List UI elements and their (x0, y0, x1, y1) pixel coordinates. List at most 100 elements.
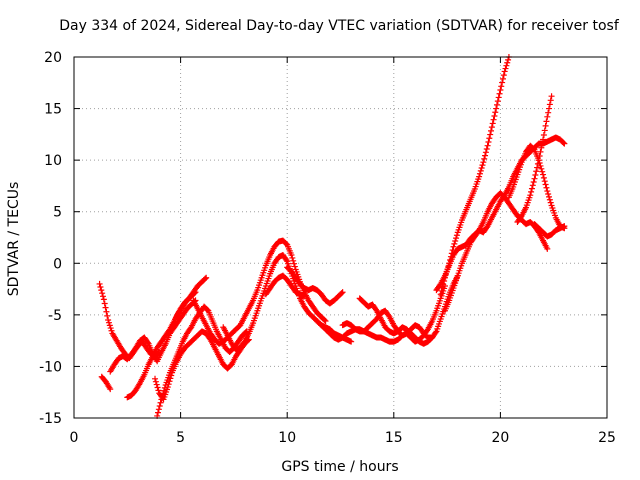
data-point (157, 399, 164, 406)
data-point (283, 256, 290, 263)
data-point (155, 409, 162, 416)
data-point (504, 59, 511, 66)
data-point (96, 280, 103, 287)
axis-ticks: 0 5 10 15 20 25 -15 -10 -5 0 5 10 15 20 (39, 50, 616, 446)
data-point (451, 240, 458, 247)
data-point (450, 243, 457, 250)
data-point (527, 192, 534, 199)
data-point (544, 245, 551, 252)
data-point (543, 118, 550, 125)
data-point (155, 387, 162, 394)
data-point (348, 338, 355, 345)
x-tick-label: 20 (491, 430, 509, 446)
data-point (495, 94, 502, 101)
data-point (544, 188, 551, 195)
data-point (505, 56, 512, 63)
data-point (534, 160, 541, 167)
data-point (106, 322, 113, 329)
data-point (153, 381, 160, 388)
data-point (540, 174, 547, 181)
data-point (103, 308, 110, 315)
data-point (438, 287, 445, 294)
data-point (338, 289, 345, 296)
data-point (542, 122, 549, 129)
data-point (484, 142, 491, 149)
data-point (156, 403, 163, 410)
data-point (487, 131, 494, 138)
data-point (99, 293, 106, 300)
data-point (545, 109, 552, 116)
series-arc-12 (314, 282, 448, 345)
data-point (98, 287, 105, 294)
data-point (539, 168, 546, 175)
data-point (490, 116, 497, 123)
data-point (453, 235, 460, 242)
data-point (165, 381, 172, 388)
x-tick-label: 25 (598, 430, 616, 446)
data-point (499, 79, 506, 86)
data-point (476, 170, 483, 177)
data-point (167, 375, 174, 382)
data-point (499, 75, 506, 82)
data-point (530, 179, 537, 186)
data-point (291, 260, 298, 267)
data-point (289, 254, 296, 261)
data-point (535, 157, 542, 164)
data-point (482, 149, 489, 156)
data-point (529, 182, 536, 189)
data-point (547, 97, 554, 104)
data-point (544, 113, 551, 120)
series-arc-3 (107, 297, 199, 375)
data-point (496, 90, 503, 97)
data-point (301, 293, 308, 300)
data-point (428, 335, 435, 342)
data-point (528, 185, 535, 192)
data-point (546, 105, 553, 112)
data-point (494, 98, 501, 105)
data-point (500, 72, 507, 79)
data-point (548, 93, 555, 100)
series-arc-20 (531, 221, 568, 240)
data-point (479, 162, 486, 169)
x-tick-label: 0 (70, 430, 79, 446)
x-axis-label: GPS time / hours (281, 459, 398, 475)
data-point (491, 112, 498, 119)
data-point (538, 165, 545, 172)
y-tick-label: -15 (39, 411, 62, 427)
data-point (489, 120, 496, 127)
data-point (541, 178, 548, 185)
data-point (164, 384, 171, 391)
series-arc-8 (190, 237, 329, 347)
data-point (546, 193, 553, 200)
data-point (152, 375, 159, 382)
data-point (432, 329, 439, 336)
data-point (107, 386, 114, 393)
data-point (543, 184, 550, 191)
data-point (453, 232, 460, 239)
data-point (291, 263, 298, 270)
series-arc-18 (505, 142, 568, 232)
chart-title: Day 334 of 2024, Sidereal Day-to-day VTE… (59, 18, 620, 34)
y-tick-label: -5 (48, 308, 62, 324)
data-point (546, 101, 553, 108)
plot-frame (73, 56, 608, 419)
data-point (488, 124, 495, 131)
data-point (108, 327, 115, 334)
series-arc-7 (169, 274, 210, 331)
data-point (497, 87, 504, 94)
data-point (546, 196, 553, 203)
series-arc-10 (262, 272, 308, 300)
data-point (321, 317, 328, 324)
data-point (322, 318, 329, 325)
data-series (96, 54, 568, 419)
y-tick-label: 20 (44, 50, 62, 66)
series-arc-2 (98, 373, 114, 393)
y-tick-label: 15 (44, 102, 62, 118)
data-point (105, 319, 112, 326)
y-tick-label: 10 (44, 153, 62, 169)
data-point (528, 188, 535, 195)
data-point (107, 325, 114, 332)
data-point (503, 62, 510, 69)
data-point (481, 155, 488, 162)
